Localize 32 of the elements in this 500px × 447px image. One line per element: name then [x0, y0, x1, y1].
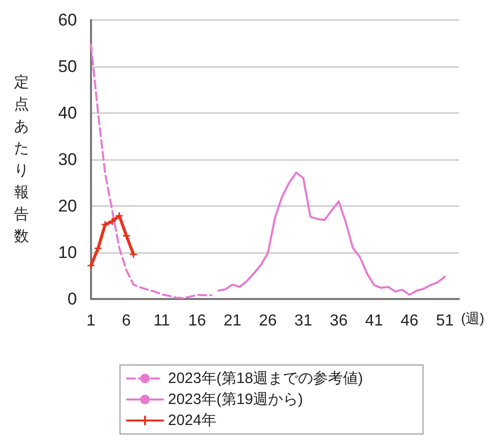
y-tick-label: 0 — [68, 290, 77, 308]
legend-label: 2023年(第18週までの参考値) — [168, 370, 364, 387]
point — [116, 212, 123, 220]
x-axis-title: (週) — [461, 310, 484, 326]
legend-label: 2024年 — [168, 412, 216, 429]
point — [130, 250, 137, 258]
line-series — [88, 212, 137, 270]
x-tick-label: 36 — [330, 312, 348, 330]
y-tick-label: 50 — [58, 57, 77, 76]
point — [102, 221, 109, 228]
point — [122, 232, 130, 240]
x-tick-label: 31 — [294, 312, 312, 330]
y-tick-label: 30 — [58, 150, 77, 169]
y-tick-label: 20 — [58, 196, 77, 216]
x-tick-label: 1 — [86, 312, 96, 330]
x-tick-label: 6 — [122, 312, 131, 330]
x-tick-label: 26 — [259, 312, 277, 330]
line-series — [90, 44, 212, 300]
x-tick-label: 16 — [188, 312, 206, 330]
x-tick-label: 46 — [400, 312, 418, 330]
y-axis-title: 定点あたり報告数 — [14, 74, 29, 245]
x-tick-label: 41 — [365, 312, 384, 330]
line-series — [217, 172, 446, 296]
point — [94, 244, 102, 252]
y-tick-label: 40 — [58, 104, 77, 122]
legend-label: 2023年(第19週から) — [168, 391, 304, 408]
y-tick-label: 10 — [58, 243, 77, 262]
point — [108, 218, 116, 225]
x-tick-label: 51 — [436, 312, 454, 330]
y-tick-label: 60 — [58, 10, 77, 30]
x-tick-label: 11 — [153, 312, 170, 330]
x-tick-label: 21 — [224, 312, 242, 330]
